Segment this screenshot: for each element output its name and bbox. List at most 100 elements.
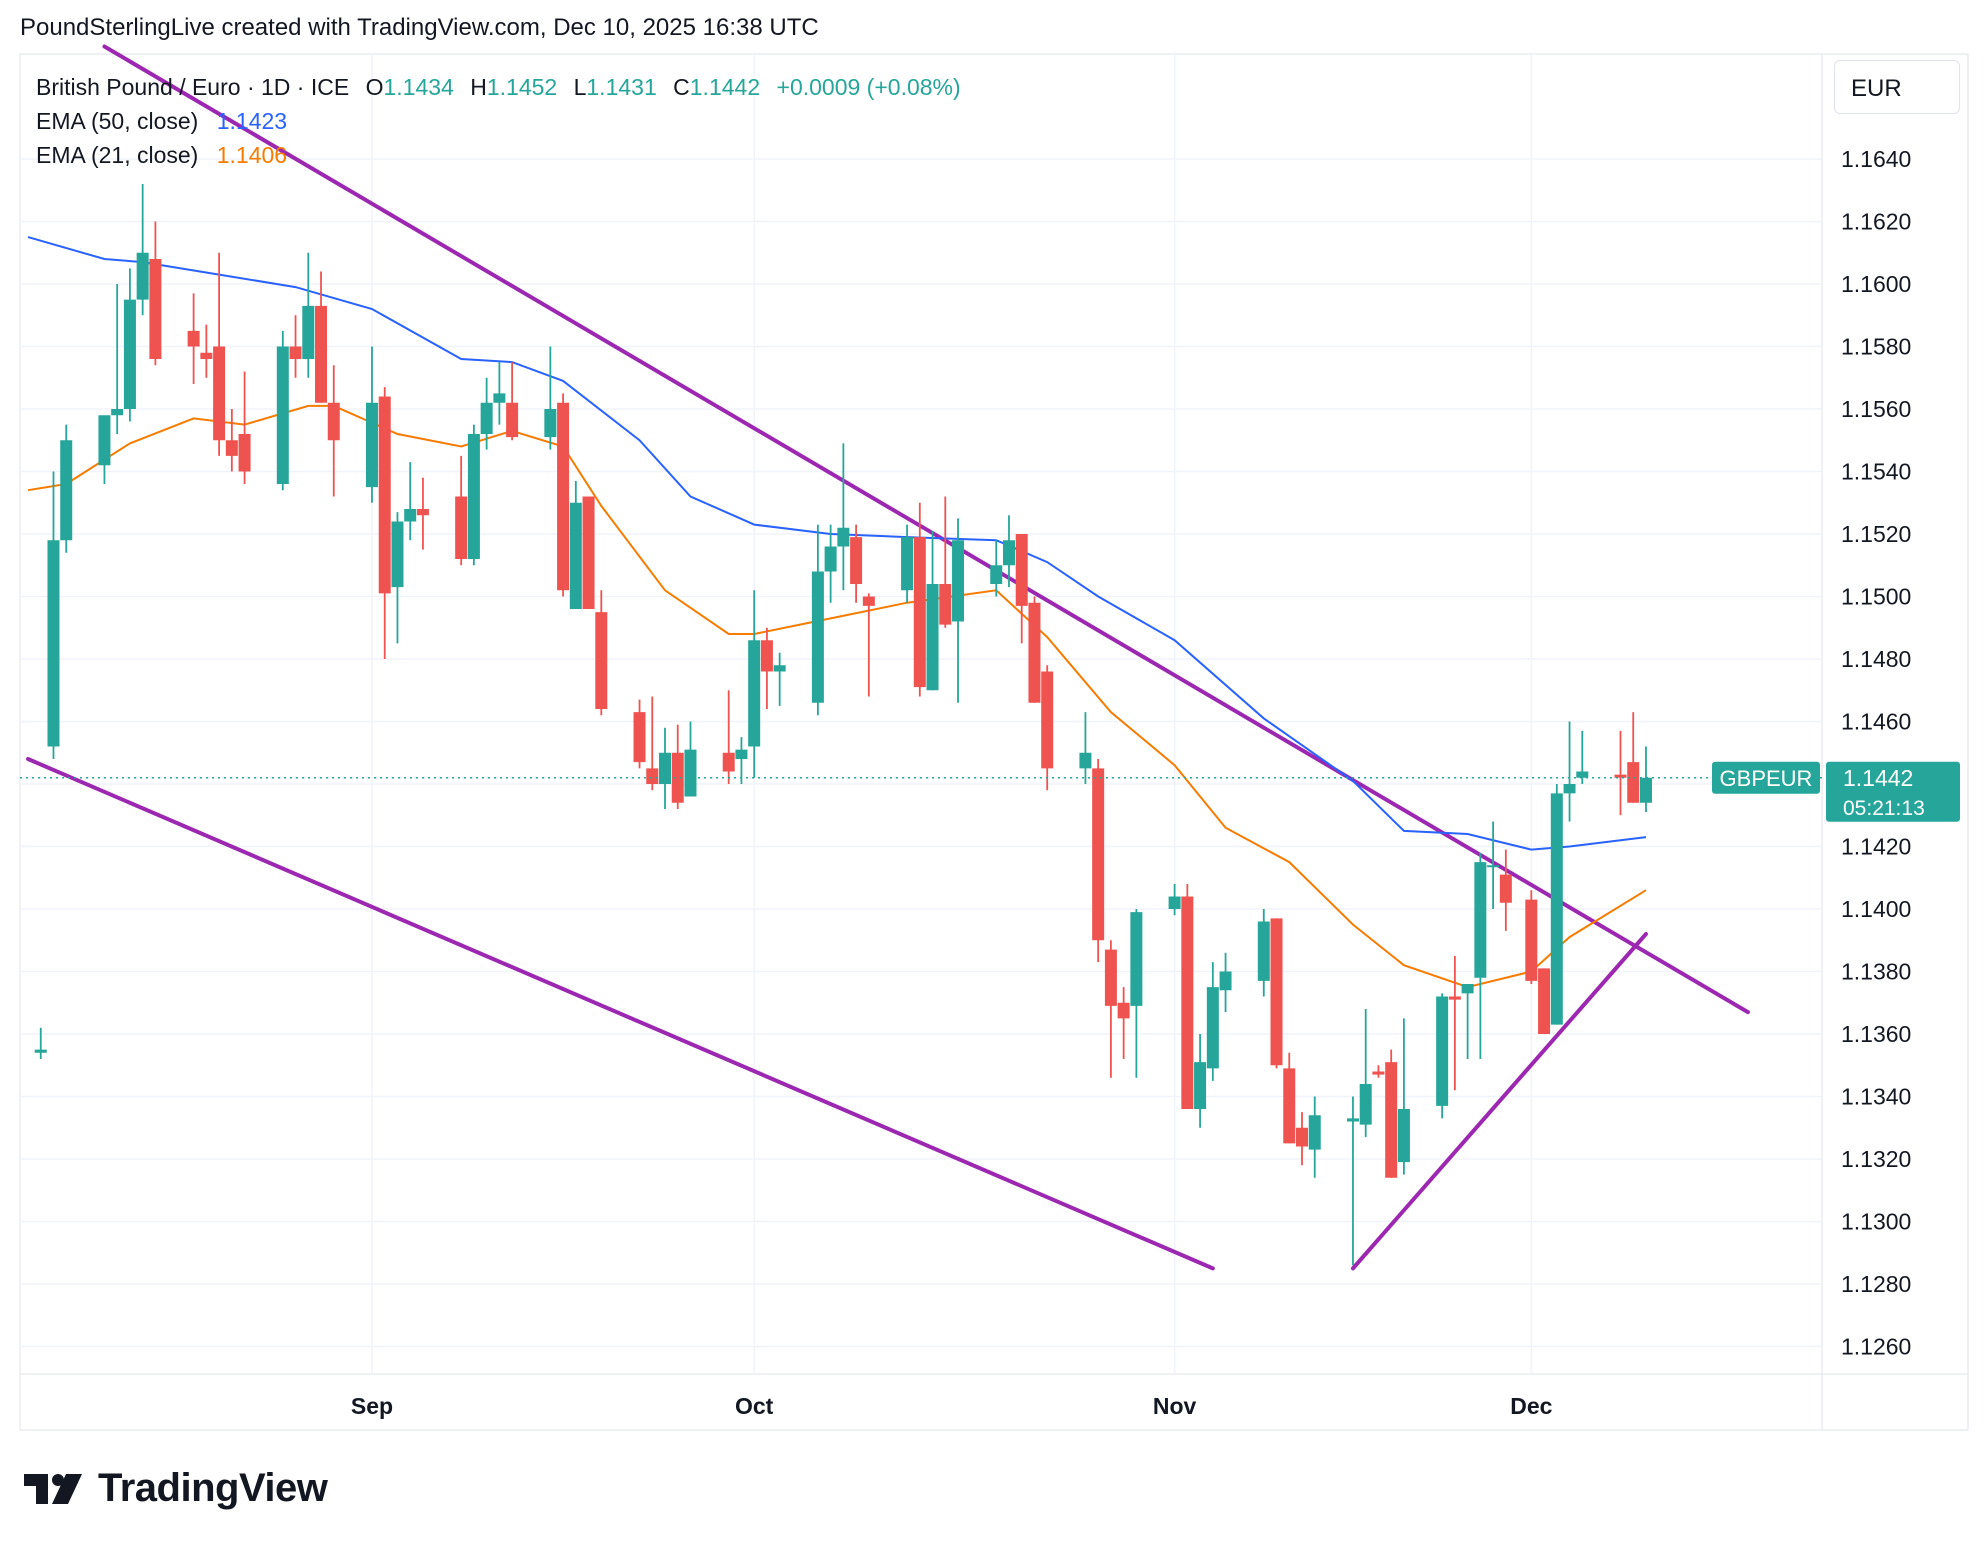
y-tick-label: 1.1460 [1841, 709, 1911, 735]
y-tick-label: 1.1360 [1841, 1021, 1911, 1047]
legend-ema50-row[interactable]: EMA (50, close) 1.1423 [36, 104, 961, 138]
tradingview-logo-icon [24, 1473, 82, 1504]
close-label: C [673, 74, 690, 100]
candle [1474, 852, 1487, 1059]
candle [34, 1027, 47, 1059]
candle-body [1538, 968, 1551, 1034]
candle [901, 524, 914, 603]
y-tick-label: 1.1280 [1841, 1271, 1911, 1297]
y-tick-label: 1.1500 [1841, 584, 1911, 610]
candle [1028, 596, 1041, 703]
chart-frame [19, 53, 1969, 1431]
candle [1194, 1034, 1207, 1128]
y-tick-label: 1.1260 [1841, 1334, 1911, 1360]
candle-body [926, 584, 939, 691]
candle [225, 409, 238, 472]
candle [480, 377, 493, 450]
candle-body [225, 440, 238, 456]
ema-lines [27, 236, 1647, 989]
candle-body [1525, 899, 1538, 981]
candle-body [60, 440, 73, 541]
candle-body [302, 305, 315, 359]
x-tick-label: Dec [1510, 1393, 1552, 1419]
candle-body [1002, 540, 1015, 566]
candle-body [990, 565, 1003, 584]
candle [378, 387, 391, 659]
high-value: 1.1452 [486, 74, 558, 100]
candle-body [1397, 1109, 1410, 1163]
candle-body [506, 402, 519, 438]
y-tick-label: 1.1380 [1841, 959, 1911, 985]
candle [1346, 1096, 1359, 1266]
brand-name: TradingView [98, 1466, 328, 1510]
bar-countdown: 05:21:13 [1843, 797, 1925, 820]
candle [111, 284, 124, 434]
y-tick-label: 1.1640 [1841, 146, 1911, 172]
currency-selector[interactable]: EUR [1834, 60, 1960, 114]
candle [1563, 721, 1576, 822]
candle [1397, 1018, 1410, 1175]
candle [939, 496, 952, 628]
candle [1015, 534, 1028, 644]
candle-body [1270, 918, 1283, 1066]
candle-body [1563, 784, 1576, 794]
candle-body [684, 749, 697, 797]
chart-legend: British Pound / Euro · 1D · ICE O1.1434 … [36, 70, 961, 172]
y-tick-label: 1.1340 [1841, 1084, 1911, 1110]
ema50-value: 1.1423 [216, 108, 288, 134]
candle [735, 737, 748, 784]
candle-body [404, 509, 417, 522]
high-label: H [470, 74, 487, 100]
price-tag: 1.1442 [1843, 765, 1913, 791]
candle [98, 415, 111, 484]
candle [850, 524, 863, 603]
close-value: 1.1442 [689, 74, 761, 100]
candle [1487, 821, 1500, 909]
candle [1372, 1065, 1385, 1078]
candle-body [901, 537, 914, 591]
x-tick-label: Sep [351, 1393, 393, 1419]
candle [1550, 784, 1563, 1025]
candle [1092, 759, 1105, 963]
candle-body [289, 346, 302, 359]
candle [149, 221, 162, 366]
candle [990, 540, 1003, 597]
candle [47, 471, 60, 759]
candle-body [276, 346, 289, 484]
candle [1296, 1112, 1308, 1166]
candle [557, 393, 570, 597]
candle-body [1474, 862, 1487, 978]
y-tick-label: 1.1540 [1841, 459, 1911, 485]
candle-body [416, 509, 429, 516]
candle-body [671, 752, 684, 803]
ema21-label: EMA (21, close) [36, 142, 199, 168]
candle-body [1117, 1002, 1130, 1019]
candle-body [646, 768, 659, 784]
candle-body [47, 540, 60, 747]
candle [1181, 884, 1194, 1109]
candles [34, 184, 1652, 1266]
candle-body [149, 259, 162, 359]
candle-body [1130, 912, 1143, 1006]
legend-ema21-row[interactable]: EMA (21, close) 1.1406 [36, 138, 961, 172]
candle [123, 268, 136, 422]
y-tick-label: 1.1600 [1841, 271, 1911, 297]
y-tick-label: 1.1300 [1841, 1209, 1911, 1235]
candle [416, 477, 429, 550]
candle [1308, 1096, 1321, 1178]
candle [760, 627, 773, 709]
candle [1130, 909, 1143, 1078]
tradingview-logo[interactable]: TradingView [22, 1466, 328, 1511]
candle-body [1499, 874, 1512, 903]
candle [862, 593, 875, 697]
symbol-tag: GBPEUR [1720, 766, 1813, 791]
candle [1270, 918, 1283, 1069]
candle [1499, 849, 1512, 931]
candle-body [811, 571, 824, 703]
y-tick-label: 1.1320 [1841, 1146, 1911, 1172]
candle [748, 590, 761, 778]
candle [1002, 515, 1015, 588]
open-label: O [365, 74, 384, 100]
